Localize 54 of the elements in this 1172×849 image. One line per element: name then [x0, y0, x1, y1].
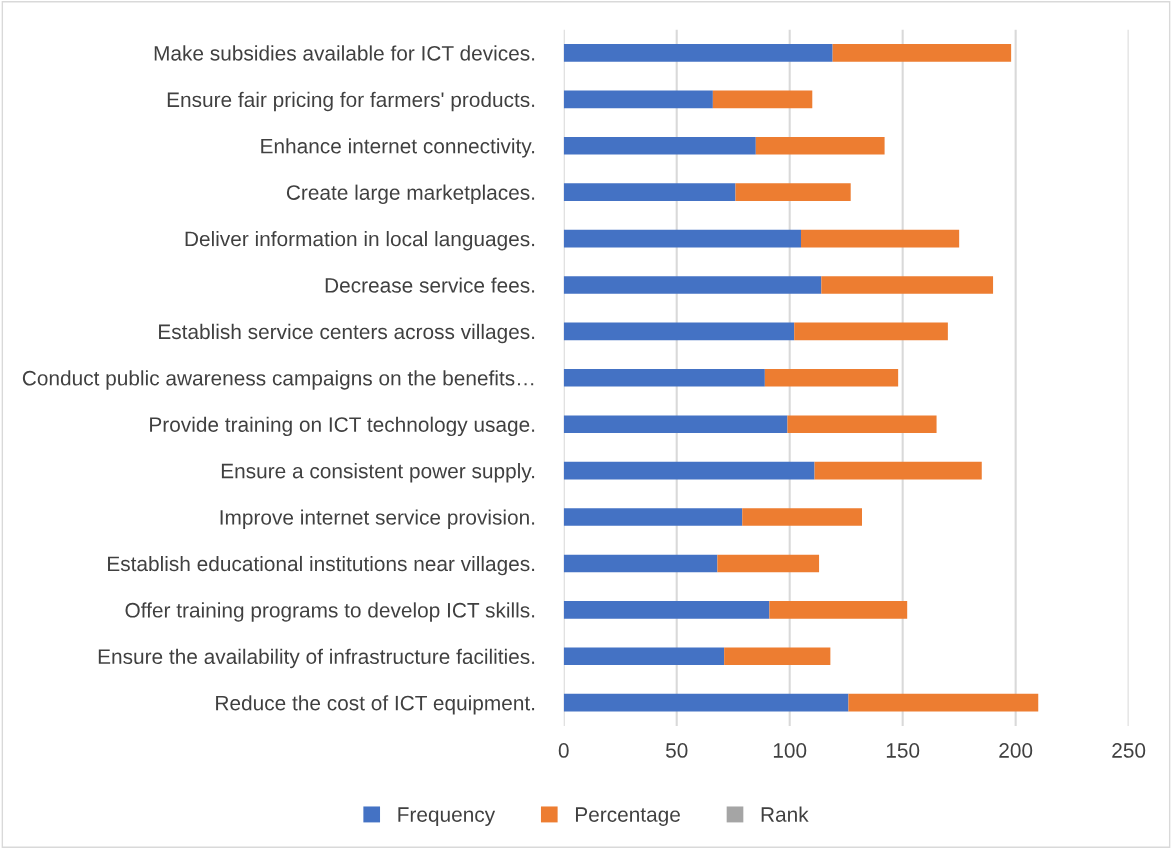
legend-label: Percentage	[576, 807, 680, 826]
y-tick-label: Reduce the cost of ICT equipment.	[216, 695, 535, 715]
bar	[755, 136, 885, 155]
bar	[800, 229, 960, 248]
bar	[735, 183, 851, 201]
bar	[794, 322, 948, 341]
bar	[563, 693, 849, 712]
bar	[563, 461, 815, 480]
x-tick-label: 250	[1112, 743, 1146, 758]
y-tick-label: Provide training on ICT technology usage.	[150, 416, 535, 437]
legend-label: Rank	[761, 806, 809, 822]
x-tick-label: 0	[558, 743, 569, 758]
y-tick-label: Improve internet service provision.	[220, 509, 535, 529]
y-tick-label: Create large marketplaces.	[286, 184, 535, 205]
bar	[832, 44, 1012, 62]
bar	[563, 554, 718, 573]
x-tick-label: 150	[886, 743, 920, 758]
bar	[821, 276, 994, 294]
y-tick-label: Offer training programs to develop ICT skills.	[125, 602, 535, 622]
bar	[563, 508, 743, 526]
y-tick-label: Ensure a consistent power supply.	[221, 463, 535, 483]
x-tick-label: 100	[773, 743, 807, 758]
bar	[563, 229, 801, 248]
y-tick-label: Conduct public awareness campaigns on the benefits…	[22, 370, 534, 390]
legend-label: Frequency	[398, 807, 496, 826]
y-tick-label: Ensure fair pricing for farmers' products.	[167, 91, 535, 112]
bar	[717, 554, 820, 573]
bar	[764, 368, 899, 387]
bar	[563, 90, 713, 109]
bar	[563, 276, 822, 294]
bar	[563, 44, 833, 62]
bar	[769, 601, 908, 619]
bar	[563, 601, 770, 619]
bar	[563, 647, 725, 666]
x-tick-label: 200	[999, 743, 1033, 758]
bar	[814, 461, 982, 480]
y-tick-label: Enhance internet connectivity.	[261, 138, 535, 158]
y-tick-label: Deliver information in local languages.	[185, 231, 535, 251]
bar	[787, 415, 937, 434]
y-tick-label: Establish service centers across villages.	[159, 323, 535, 344]
x-tick-label: 50	[665, 743, 688, 758]
bar	[724, 647, 831, 666]
bar	[563, 183, 736, 201]
bar	[712, 90, 813, 109]
bar	[563, 322, 795, 341]
bar	[563, 136, 756, 155]
bar	[563, 415, 788, 434]
y-tick-label: Make subsidies available for ICT devices.	[154, 45, 535, 61]
bar	[742, 508, 862, 526]
y-tick-label: Decrease service fees.	[325, 277, 535, 293]
bar	[563, 368, 765, 387]
bar	[848, 693, 1039, 712]
y-tick-label: Ensure the availability of infrastructure facilities.	[98, 648, 535, 669]
y-tick-label: Establish educational institutions near villages.	[108, 555, 535, 576]
